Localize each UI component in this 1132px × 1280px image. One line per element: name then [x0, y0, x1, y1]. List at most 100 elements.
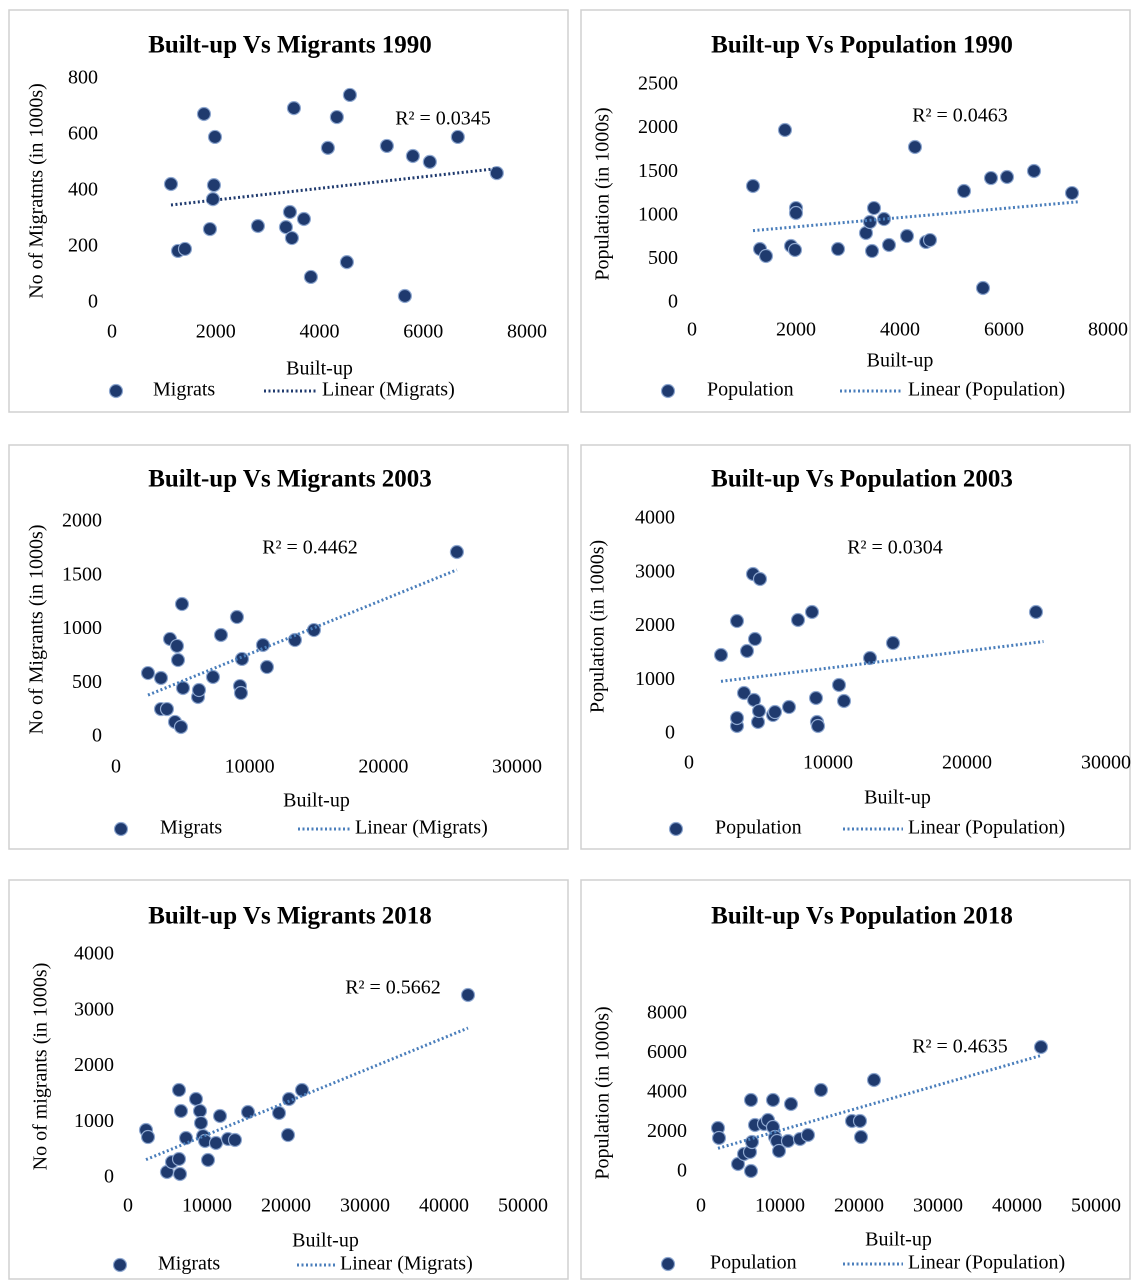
legend-marker	[108, 383, 124, 399]
point	[208, 1135, 224, 1151]
point	[711, 1130, 727, 1146]
legend-label: Linear (Population)	[908, 379, 1065, 401]
point	[956, 183, 972, 199]
point	[831, 677, 847, 693]
point	[240, 1104, 256, 1120]
point	[449, 544, 465, 560]
point	[227, 1132, 243, 1148]
point	[205, 669, 221, 685]
y-axis-label: Population (in 1000s)	[587, 540, 609, 713]
x-tick-label: 50000	[498, 1195, 548, 1217]
y-tick-label: 2500	[638, 73, 678, 95]
point	[192, 1103, 208, 1119]
panel	[580, 444, 1131, 850]
point	[810, 718, 826, 734]
point	[783, 1096, 799, 1112]
point	[489, 165, 504, 181]
x-tick-label: 10000	[755, 1195, 805, 1217]
y-tick-label: 1000	[635, 668, 675, 690]
annotation: R² = 0.0345	[395, 108, 491, 130]
point	[790, 612, 806, 628]
y-axis-label: No of Migratnts (in 1000s)	[26, 83, 48, 299]
point	[808, 690, 824, 706]
trendline	[720, 640, 1044, 683]
x-axis-label: Built-up	[864, 787, 931, 809]
point	[196, 106, 212, 122]
point	[747, 631, 763, 647]
point	[200, 1152, 216, 1168]
point	[171, 1082, 187, 1098]
point	[1028, 604, 1044, 620]
panel	[8, 444, 569, 850]
point	[739, 643, 755, 659]
trendline	[752, 200, 1078, 233]
y-tick-label: 2000	[62, 510, 102, 532]
point	[303, 269, 318, 285]
point	[284, 230, 300, 246]
y-tick-label: 1000	[74, 1110, 114, 1132]
point	[450, 129, 465, 145]
x-tick-label: 20000	[261, 1195, 311, 1217]
point	[173, 719, 189, 735]
chart-title: Built-up Vs Population 1990	[711, 32, 1013, 59]
point	[329, 109, 344, 125]
point	[282, 204, 298, 220]
y-tick-label: 2000	[638, 116, 678, 138]
annotation: R² = 0.5662	[345, 977, 441, 999]
point	[170, 652, 186, 668]
point	[140, 665, 156, 681]
point	[1064, 185, 1080, 201]
chart-title: Built-up Vs Migrants 1990	[148, 32, 432, 59]
x-tick-label: 40000	[419, 1195, 469, 1217]
y-tick-label: 0	[677, 1160, 687, 1182]
point	[212, 1108, 228, 1124]
y-tick-label: 2000	[647, 1120, 687, 1142]
y-tick-label: 1500	[638, 160, 678, 182]
y-tick-label: 1000	[638, 203, 678, 225]
trendline	[145, 1026, 469, 1161]
annotation: R² = 0.0304	[847, 537, 943, 559]
point	[280, 1127, 296, 1143]
point	[866, 200, 882, 216]
panel	[8, 9, 569, 413]
point	[752, 571, 768, 587]
point	[342, 87, 357, 103]
point	[745, 178, 761, 194]
y-tick-label: 0	[88, 291, 98, 313]
legend-marker	[112, 1257, 128, 1273]
y-axis-label: Population (in 1000s)	[592, 1006, 614, 1179]
legend-label: Migrats	[153, 379, 215, 401]
x-tick-label: 30000	[913, 1195, 963, 1217]
point	[169, 638, 185, 654]
trendline	[147, 568, 458, 697]
point	[177, 241, 193, 257]
point	[852, 1113, 868, 1129]
point	[271, 1105, 287, 1121]
point	[713, 647, 729, 663]
y-tick-label: 2000	[74, 1054, 114, 1076]
point	[729, 613, 745, 629]
point	[866, 1072, 882, 1088]
point	[281, 1091, 297, 1107]
point	[781, 699, 797, 715]
y-tick-label: 500	[72, 671, 102, 693]
y-tick-label: 1500	[62, 563, 102, 585]
point	[255, 637, 271, 653]
y-tick-label: 0	[104, 1166, 114, 1188]
legend-label: Population	[710, 1252, 797, 1274]
legend-marker	[113, 821, 129, 837]
point	[163, 176, 179, 192]
point	[140, 1129, 156, 1145]
panel	[8, 879, 569, 1280]
trendline	[170, 167, 497, 207]
panel	[580, 9, 1131, 413]
point	[287, 632, 303, 648]
point	[787, 242, 803, 258]
x-tick-label: 10000	[803, 752, 853, 774]
x-axis-label: Built-up	[283, 790, 350, 812]
point	[1033, 1039, 1049, 1055]
legend-marker	[660, 383, 676, 399]
y-tick-label: 3000	[74, 998, 114, 1020]
point	[922, 232, 938, 248]
